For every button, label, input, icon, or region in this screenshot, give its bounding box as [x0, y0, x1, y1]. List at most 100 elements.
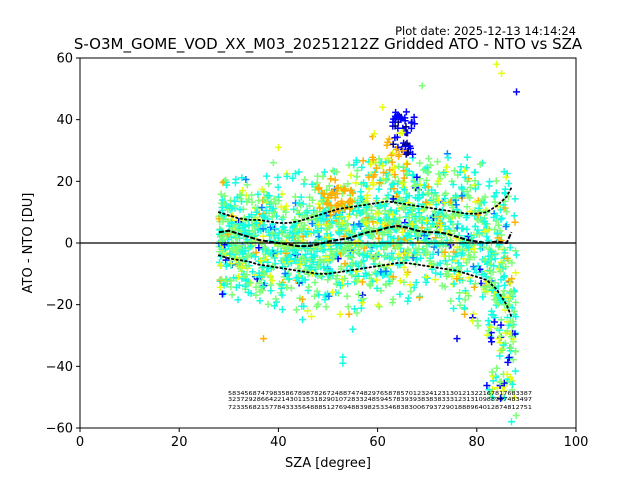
scatter-point: [450, 248, 458, 256]
scatter-point: [390, 234, 398, 242]
scatter-point: [271, 302, 278, 310]
x-axis: 0 20 40 60 80 100: [76, 428, 588, 450]
scatter-point: [248, 198, 256, 206]
scatter-point: [354, 277, 362, 284]
scatter-point: [328, 218, 336, 226]
scatter-point: [280, 244, 288, 252]
scatter-point: [248, 191, 256, 199]
scatter-point: [318, 241, 326, 248]
scatter-point: [220, 281, 228, 289]
scatter-point: [391, 171, 399, 179]
scatter-point: [486, 267, 494, 274]
scatter-point: [339, 353, 347, 361]
scatter-point: [377, 201, 384, 209]
scatter-point: [501, 306, 509, 314]
scatter-point: [444, 154, 452, 162]
scatter-point: [476, 200, 484, 207]
scatter-point: [433, 240, 441, 248]
scatter-point: [386, 254, 393, 262]
scatter-point: [311, 292, 318, 300]
scatter-point: [454, 259, 462, 267]
scatter-point: [416, 294, 423, 301]
scatter-point: [376, 179, 383, 187]
scatter-point: [364, 240, 372, 248]
scatter-point: [483, 331, 491, 339]
scatter-point: [358, 163, 366, 171]
scatter-point: [390, 185, 398, 193]
scatter-point: [490, 213, 498, 221]
scatter-point: [388, 181, 396, 189]
scatter-point: [343, 292, 351, 300]
scatter-point: [243, 181, 251, 189]
scatter-point: [502, 173, 510, 181]
scatter-point: [396, 214, 404, 221]
scatter-point: [480, 198, 488, 206]
scatter-point: [227, 219, 235, 227]
scatter-point: [403, 253, 411, 261]
scatter-point: [255, 244, 263, 252]
scatter-point: [429, 198, 437, 206]
scatter-point: [418, 82, 426, 90]
scatter-point: [459, 224, 467, 232]
scatter-point: [238, 174, 246, 182]
scatter-point: [378, 231, 386, 239]
scatter-point: [422, 217, 430, 224]
scatter-point: [485, 386, 493, 394]
scatter-point: [425, 183, 432, 191]
scatter-point: [226, 250, 234, 258]
scatter-point: [323, 199, 331, 207]
scatter-point: [506, 244, 514, 252]
scatter-point: [278, 291, 286, 299]
scatter-point: [457, 163, 465, 171]
scatter-point: [417, 254, 425, 262]
scatter-point: [302, 266, 310, 274]
scatter-point: [507, 344, 514, 352]
series-line-upper-percentile: [217, 186, 513, 224]
scatter-point: [448, 177, 456, 185]
scatter-point: [324, 256, 332, 264]
scatter-point: [511, 348, 519, 356]
scatter-point: [512, 299, 520, 306]
scatter-point: [336, 211, 344, 219]
bin-counts: 5834568747983586789878267248874748297658…: [228, 391, 532, 411]
scatter-point: [375, 185, 383, 193]
scatter-point: [495, 335, 503, 343]
scatter-point: [233, 193, 241, 201]
scatter-point: [307, 250, 315, 258]
scatter-point: [320, 264, 328, 272]
scatter-point: [323, 186, 331, 194]
scatter-point: [310, 216, 318, 224]
scatter-point: [272, 225, 280, 233]
scatter-point: [228, 291, 236, 299]
scatter-point: [222, 256, 230, 264]
scatter-point: [321, 291, 329, 299]
scatter-point: [369, 181, 377, 189]
scatter-point: [255, 197, 263, 205]
scatter-point: [358, 278, 366, 286]
scatter-point: [493, 229, 501, 237]
scatter-point: [223, 231, 231, 239]
scatter-point: [263, 172, 271, 180]
scatter-point: [393, 188, 401, 196]
scatter-point: [500, 274, 508, 282]
scatter-point: [500, 287, 508, 295]
scatter-point: [500, 379, 508, 387]
scatter-point: [379, 162, 387, 170]
scatter-point: [259, 225, 267, 233]
scatter-point: [262, 207, 270, 214]
scatter-point: [392, 146, 400, 153]
scatter-point: [440, 169, 448, 176]
scatter-point: [303, 209, 311, 217]
scatter-point: [383, 141, 391, 149]
scatter-point: [327, 192, 335, 199]
scatter-point: [328, 252, 336, 260]
scatter-point: [216, 248, 224, 256]
scatter-point: [503, 208, 511, 216]
scatter-point: [502, 293, 510, 301]
scatter-point: [325, 234, 333, 242]
scatter-point: [435, 170, 443, 178]
scatter-point: [357, 188, 365, 196]
scatter-point: [469, 263, 477, 271]
scatter-point: [308, 220, 316, 228]
scatter-point: [298, 302, 306, 310]
